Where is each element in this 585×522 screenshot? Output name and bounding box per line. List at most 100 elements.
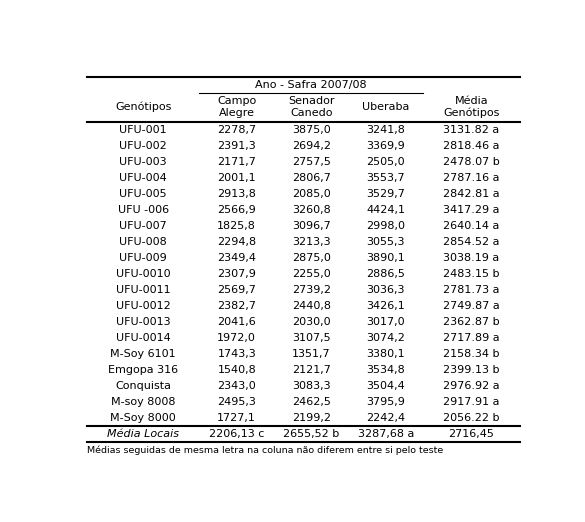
Text: UFU-005: UFU-005: [119, 189, 167, 199]
Text: 2854.52 a: 2854.52 a: [443, 237, 500, 247]
Text: 2806,7: 2806,7: [292, 173, 331, 183]
Text: 2399.13 b: 2399.13 b: [443, 365, 500, 375]
Text: 1351,7: 1351,7: [292, 349, 331, 359]
Text: 3553,7: 3553,7: [366, 173, 405, 183]
Text: 2781.73 a: 2781.73 a: [443, 285, 500, 295]
Text: 3055,3: 3055,3: [367, 237, 405, 247]
Text: 4424,1: 4424,1: [366, 205, 405, 215]
Text: Médias seguidas de mesma letra na coluna não diferem entre si pelo teste: Médias seguidas de mesma letra na coluna…: [87, 446, 443, 455]
Text: 2640.14 a: 2640.14 a: [443, 221, 500, 231]
Text: Média Locais: Média Locais: [107, 430, 179, 440]
Text: 2294,8: 2294,8: [217, 237, 256, 247]
Text: 1540,8: 1540,8: [218, 365, 256, 375]
Text: 2566,9: 2566,9: [218, 205, 256, 215]
Text: 2716,45: 2716,45: [449, 430, 494, 440]
Text: 1825,8: 1825,8: [217, 221, 256, 231]
Text: 1972,0: 1972,0: [217, 333, 256, 343]
Text: 2998,0: 2998,0: [366, 221, 405, 231]
Text: 2495,3: 2495,3: [217, 397, 256, 407]
Text: UFU-0012: UFU-0012: [116, 301, 170, 311]
Text: 2886,5: 2886,5: [366, 269, 405, 279]
Text: UFU-0013: UFU-0013: [116, 317, 170, 327]
Text: 3096,7: 3096,7: [292, 221, 331, 231]
Text: 2462,5: 2462,5: [292, 397, 331, 407]
Text: 2694,2: 2694,2: [292, 141, 331, 151]
Text: 2739,2: 2739,2: [292, 285, 331, 295]
Text: Ano - Safra 2007/08: Ano - Safra 2007/08: [256, 80, 367, 90]
Text: 1743,3: 1743,3: [218, 349, 256, 359]
Text: 2917.91 a: 2917.91 a: [443, 397, 500, 407]
Text: 2382,7: 2382,7: [217, 301, 256, 311]
Text: 3260,8: 3260,8: [292, 205, 331, 215]
Text: Senador
Canedo: Senador Canedo: [288, 97, 335, 118]
Text: 3504,4: 3504,4: [366, 382, 405, 392]
Text: 3369,9: 3369,9: [366, 141, 405, 151]
Text: 3380,1: 3380,1: [366, 349, 405, 359]
Text: M-soy 8008: M-soy 8008: [111, 397, 176, 407]
Text: UFU-003: UFU-003: [119, 157, 167, 167]
Text: 3017,0: 3017,0: [366, 317, 405, 327]
Text: UFU-0011: UFU-0011: [116, 285, 170, 295]
Text: 2913,8: 2913,8: [217, 189, 256, 199]
Text: 2440,8: 2440,8: [292, 301, 331, 311]
Text: 3287,68 a: 3287,68 a: [357, 430, 414, 440]
Text: Conquista: Conquista: [115, 382, 171, 392]
Text: 2199,2: 2199,2: [292, 413, 331, 423]
Text: 2001,1: 2001,1: [218, 173, 256, 183]
Text: UFU-009: UFU-009: [119, 253, 167, 263]
Text: 2362.87 b: 2362.87 b: [443, 317, 500, 327]
Text: 3875,0: 3875,0: [292, 125, 331, 135]
Text: 2206,13 c: 2206,13 c: [209, 430, 264, 440]
Text: UFU-002: UFU-002: [119, 141, 167, 151]
Text: 2255,0: 2255,0: [292, 269, 331, 279]
Text: 2121,7: 2121,7: [292, 365, 331, 375]
Text: 2085,0: 2085,0: [292, 189, 331, 199]
Text: M-Soy 8000: M-Soy 8000: [110, 413, 176, 423]
Text: Genótipos: Genótipos: [115, 102, 171, 112]
Text: 3417.29 a: 3417.29 a: [443, 205, 500, 215]
Text: UFU-007: UFU-007: [119, 221, 167, 231]
Text: 3036,3: 3036,3: [367, 285, 405, 295]
Text: 2158.34 b: 2158.34 b: [443, 349, 500, 359]
Text: 3107,5: 3107,5: [292, 333, 331, 343]
Text: 2976.92 a: 2976.92 a: [443, 382, 500, 392]
Text: UFU-0014: UFU-0014: [116, 333, 170, 343]
Text: 2030,0: 2030,0: [292, 317, 331, 327]
Text: 2842.81 a: 2842.81 a: [443, 189, 500, 199]
Text: 2343,0: 2343,0: [218, 382, 256, 392]
Text: 2757,5: 2757,5: [292, 157, 331, 167]
Text: 3213,3: 3213,3: [292, 237, 331, 247]
Text: 2569,7: 2569,7: [217, 285, 256, 295]
Text: 2749.87 a: 2749.87 a: [443, 301, 500, 311]
Text: 2041,6: 2041,6: [218, 317, 256, 327]
Text: 2717.89 a: 2717.89 a: [443, 333, 500, 343]
Text: 2655,52 b: 2655,52 b: [283, 430, 339, 440]
Text: UFU-0010: UFU-0010: [116, 269, 170, 279]
Text: 2307,9: 2307,9: [217, 269, 256, 279]
Text: 3083,3: 3083,3: [292, 382, 331, 392]
Text: 2349,4: 2349,4: [217, 253, 256, 263]
Text: 2483.15 b: 2483.15 b: [443, 269, 500, 279]
Text: 3038.19 a: 3038.19 a: [443, 253, 500, 263]
Text: UFU -006: UFU -006: [118, 205, 168, 215]
Text: Emgopa 316: Emgopa 316: [108, 365, 178, 375]
Text: 3241,8: 3241,8: [366, 125, 405, 135]
Text: 3890,1: 3890,1: [366, 253, 405, 263]
Text: 2875,0: 2875,0: [292, 253, 331, 263]
Text: 2056.22 b: 2056.22 b: [443, 413, 500, 423]
Text: 2787.16 a: 2787.16 a: [443, 173, 500, 183]
Text: 3529,7: 3529,7: [366, 189, 405, 199]
Text: M-Soy 6101: M-Soy 6101: [111, 349, 176, 359]
Text: 3534,8: 3534,8: [366, 365, 405, 375]
Text: 3795,9: 3795,9: [366, 397, 405, 407]
Text: 2818.46 a: 2818.46 a: [443, 141, 500, 151]
Text: 3074,2: 3074,2: [366, 333, 405, 343]
Text: 2391,3: 2391,3: [218, 141, 256, 151]
Text: 2505,0: 2505,0: [366, 157, 405, 167]
Text: UFU-004: UFU-004: [119, 173, 167, 183]
Text: 2242,4: 2242,4: [366, 413, 405, 423]
Text: Campo
Alegre: Campo Alegre: [217, 97, 256, 118]
Text: UFU-008: UFU-008: [119, 237, 167, 247]
Text: UFU-001: UFU-001: [119, 125, 167, 135]
Text: 3131.82 a: 3131.82 a: [443, 125, 500, 135]
